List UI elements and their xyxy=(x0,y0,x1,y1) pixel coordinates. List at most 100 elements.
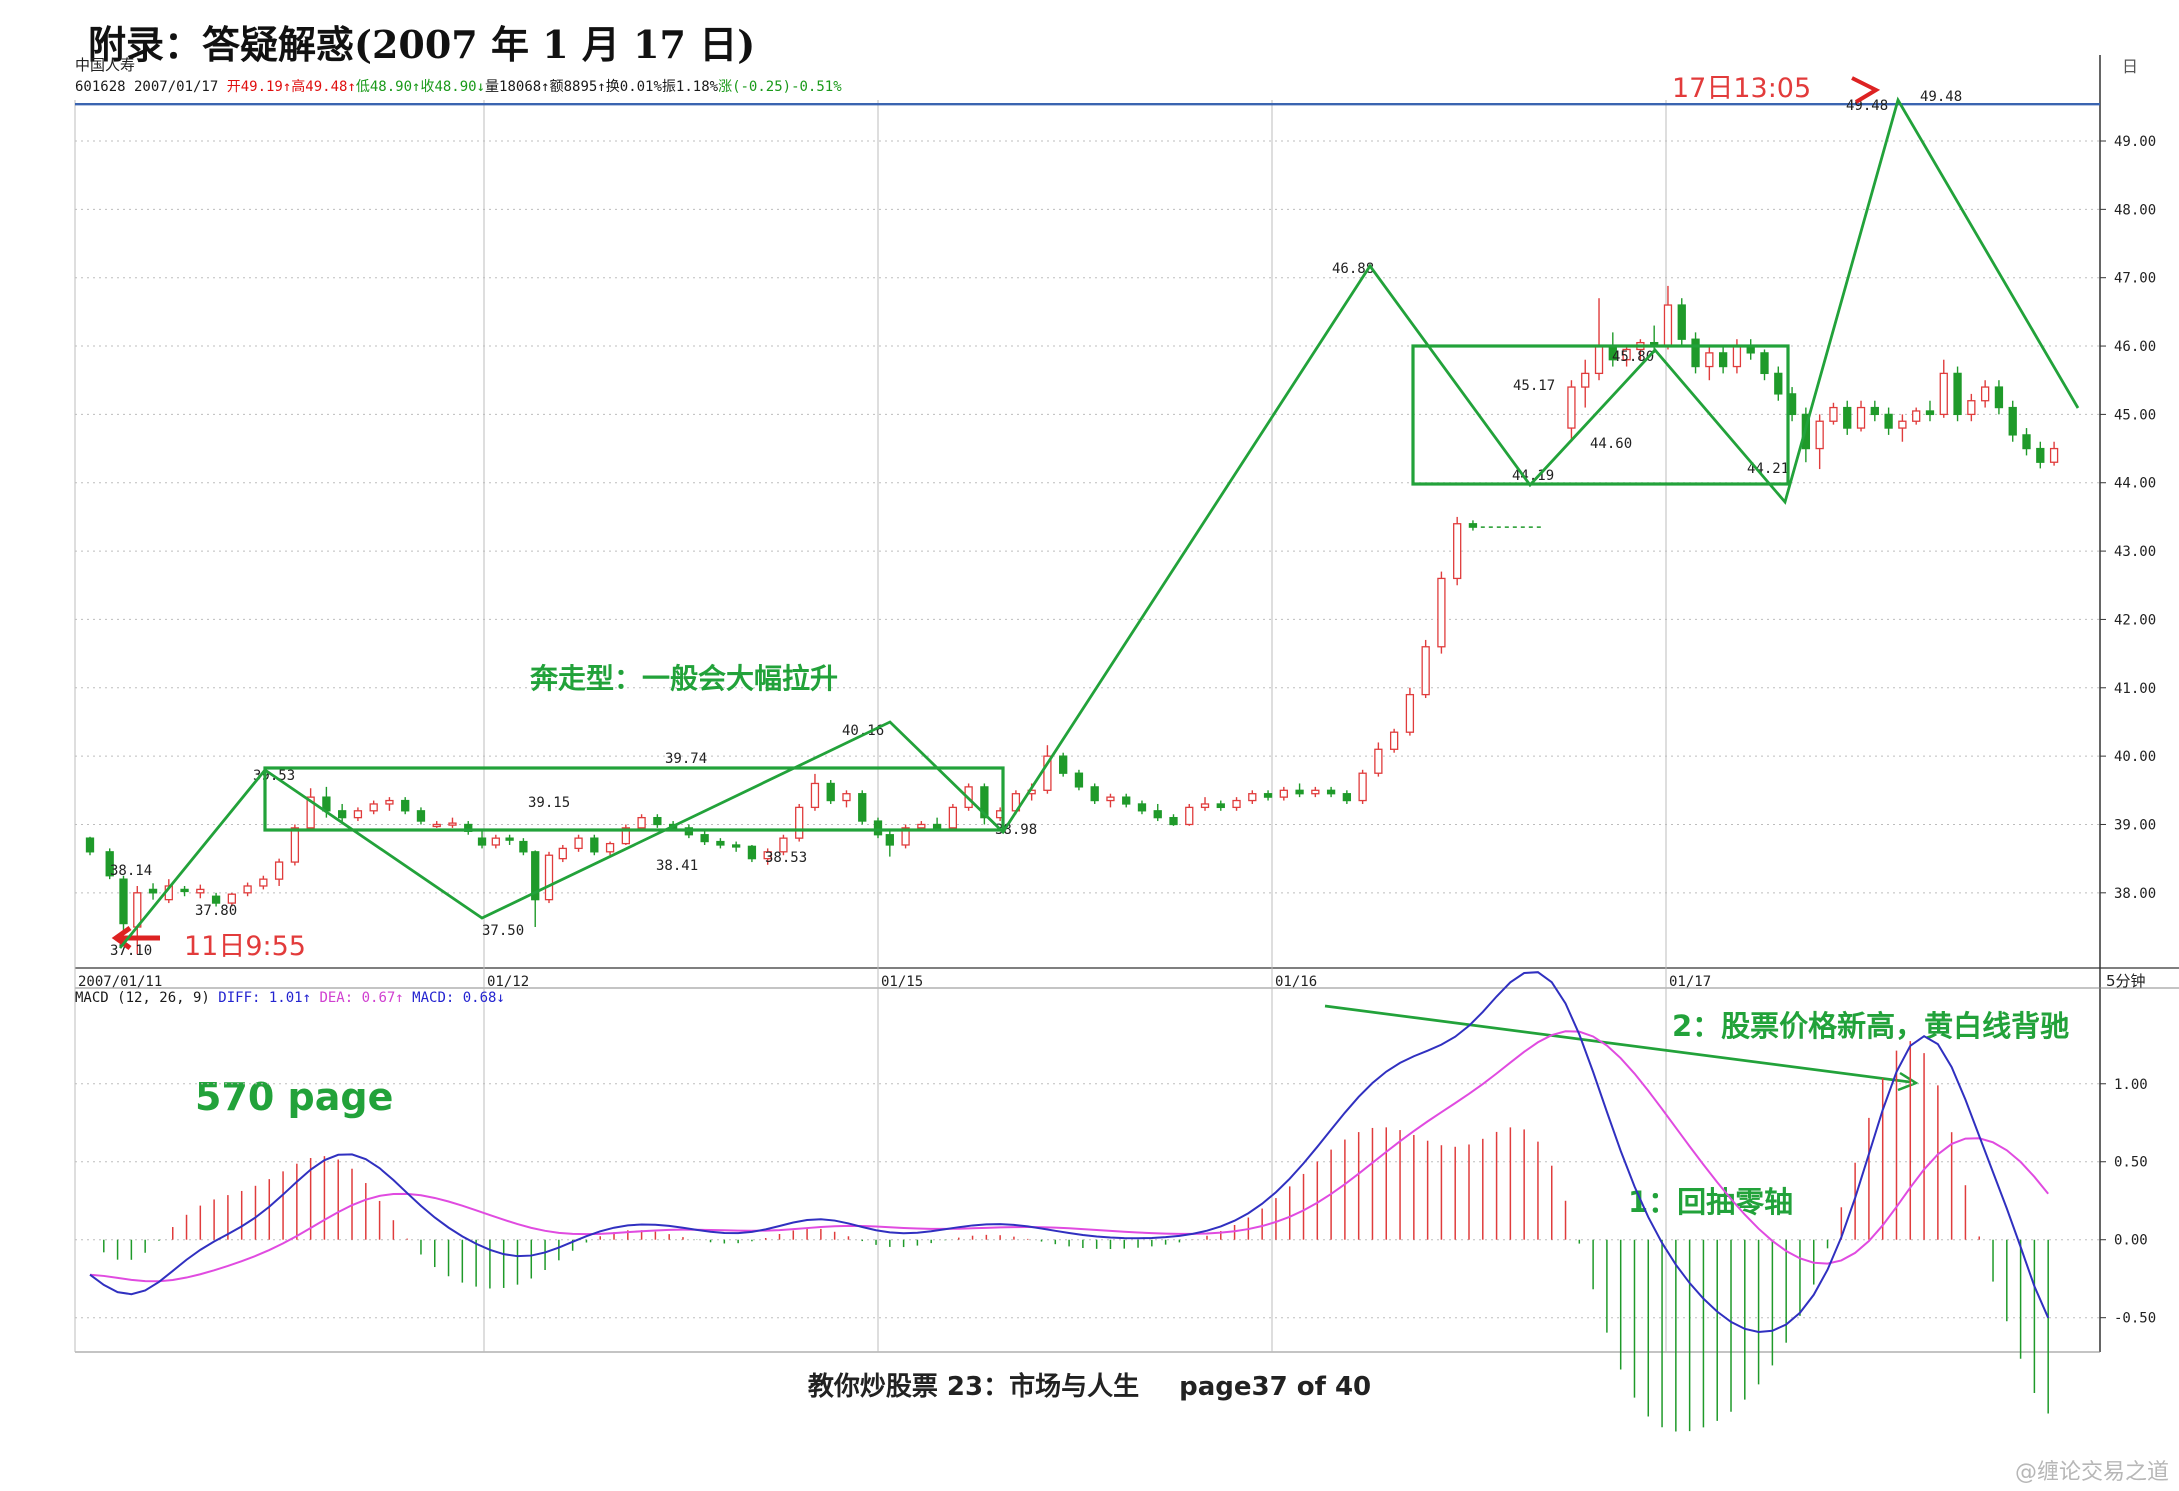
candle-body xyxy=(1939,372,1948,416)
candle-body xyxy=(1342,793,1352,802)
divergence-arrow xyxy=(1897,1071,1919,1092)
candle-body xyxy=(180,888,189,893)
candle-body xyxy=(1622,348,1631,361)
info-item: 低48.90↑ xyxy=(356,79,421,95)
candle-body xyxy=(1567,386,1576,429)
price-annotation: 37.50 xyxy=(482,923,524,939)
price-tick-label: 44.00 xyxy=(2114,476,2156,492)
candle-body xyxy=(826,782,835,802)
price-tick-label: 48.00 xyxy=(2114,202,2156,218)
info-item: 量18068↑ xyxy=(485,79,550,95)
dea-line xyxy=(89,1030,2049,1283)
candle-body xyxy=(1216,803,1225,809)
candle-body xyxy=(211,895,221,904)
price-annotation: 38.53 xyxy=(765,850,807,866)
candle-body xyxy=(1925,410,1935,416)
price-annotation: 49.48 xyxy=(1846,98,1888,114)
candle-body xyxy=(1153,810,1162,819)
price-annotation: 46.88 xyxy=(1332,261,1374,277)
candle-body xyxy=(1389,731,1399,750)
candle-body xyxy=(196,888,205,894)
candle-body xyxy=(716,840,725,846)
time-tick-label: 01/15 xyxy=(881,974,923,990)
macd-header-item: DEA: 0.67↑ xyxy=(319,990,412,1006)
candle-body xyxy=(795,806,804,839)
candle-body xyxy=(519,840,528,853)
macd-header-item: DIFF: 1.01↑ xyxy=(218,990,319,1006)
price-tick-label: 49.00 xyxy=(2114,134,2156,150)
candle-body xyxy=(779,837,788,853)
macd-header-item: MACD (12, 26, 9) xyxy=(75,990,218,1006)
candle-body xyxy=(1581,372,1590,388)
end-arrow xyxy=(1851,76,1881,104)
candle-body xyxy=(1358,772,1367,802)
price-annotation: 39.74 xyxy=(665,751,707,767)
candle-body xyxy=(353,810,363,819)
price-tick-label: 40.00 xyxy=(2114,749,2156,765)
candle-body xyxy=(558,847,567,860)
start-time-label: 11日9:55 xyxy=(184,931,306,962)
price-tick-label: 42.00 xyxy=(2114,612,2156,628)
candle-body xyxy=(544,854,554,901)
macd-tick-label: 0.00 xyxy=(2114,1233,2148,1249)
time-tick-label: 01/17 xyxy=(1669,974,1711,990)
candle-body xyxy=(1663,304,1673,347)
candle-body xyxy=(747,845,757,860)
candle-body xyxy=(1405,693,1415,733)
info-item: 换0.01% xyxy=(606,78,663,95)
candle-body xyxy=(1311,789,1320,795)
info-item: 高49.48↑ xyxy=(291,78,356,95)
price-tick-label: 46.00 xyxy=(2114,339,2156,355)
candle-body xyxy=(1718,352,1728,368)
price-annotation: 44.21 xyxy=(1747,461,1789,477)
candle-body xyxy=(1912,410,1921,422)
candle-body xyxy=(637,816,646,829)
candle-body xyxy=(1453,523,1462,580)
price-tick-label: 43.00 xyxy=(2114,544,2156,560)
page-footer: 教你炒股票 23：市场与人生 page37 of 40 xyxy=(0,1366,2179,1403)
candle-body xyxy=(1043,755,1052,791)
candle-body xyxy=(1884,413,1893,429)
macd-note-2: 2：股票价格新高，黄白线背驰 xyxy=(1672,1009,2069,1043)
candle-body xyxy=(980,786,989,819)
candle-body xyxy=(491,837,500,846)
watermark: @缠论交易之道 xyxy=(2014,1460,2169,1485)
candle-body xyxy=(1787,393,1797,416)
candle-body xyxy=(148,888,158,894)
candle-body xyxy=(810,782,820,809)
macd-tick-label: -0.50 xyxy=(2114,1311,2156,1327)
candle-body xyxy=(1760,352,1769,375)
candle-body xyxy=(2008,406,2017,436)
candle-body xyxy=(85,837,95,853)
candle-body xyxy=(932,823,942,829)
candle-body xyxy=(948,806,958,829)
candle-body xyxy=(1421,646,1430,696)
footer-title: 教你炒股票 23：市场与人生 xyxy=(807,1372,1140,1402)
price-annotation: 38.41 xyxy=(656,858,698,874)
candle-body xyxy=(1106,796,1115,802)
candle-body xyxy=(842,793,851,802)
candle-body xyxy=(1677,304,1686,340)
candle-body xyxy=(1829,406,1838,422)
time-tick-label: 01/12 xyxy=(487,974,529,990)
pivot-zone-box-2 xyxy=(1411,344,1790,486)
candle-body xyxy=(2022,434,2031,450)
candle-body xyxy=(1090,786,1099,802)
price-tick-label: 47.00 xyxy=(2114,271,2156,287)
candle-body xyxy=(259,878,268,887)
candle-body xyxy=(2049,447,2059,463)
price-annotation: 45.17 xyxy=(1513,378,1555,394)
macd-note-1: 1：回抽零轴 xyxy=(1628,1185,1793,1219)
candle-body xyxy=(477,837,487,846)
time-tick-label: 01/16 xyxy=(1275,974,1317,990)
pivot-spacer xyxy=(1403,372,1450,375)
candle-body xyxy=(1843,406,1852,429)
candle-body xyxy=(1898,420,1907,429)
candle-body xyxy=(1953,372,1962,416)
candle-body xyxy=(574,837,583,850)
price-annotation: 44.60 xyxy=(1590,436,1632,452)
info-item: 收48.90↓ xyxy=(420,79,485,95)
candle-body xyxy=(1074,772,1084,788)
breakaway-note: 奔走型：一般会大幅拉升 xyxy=(530,662,838,695)
